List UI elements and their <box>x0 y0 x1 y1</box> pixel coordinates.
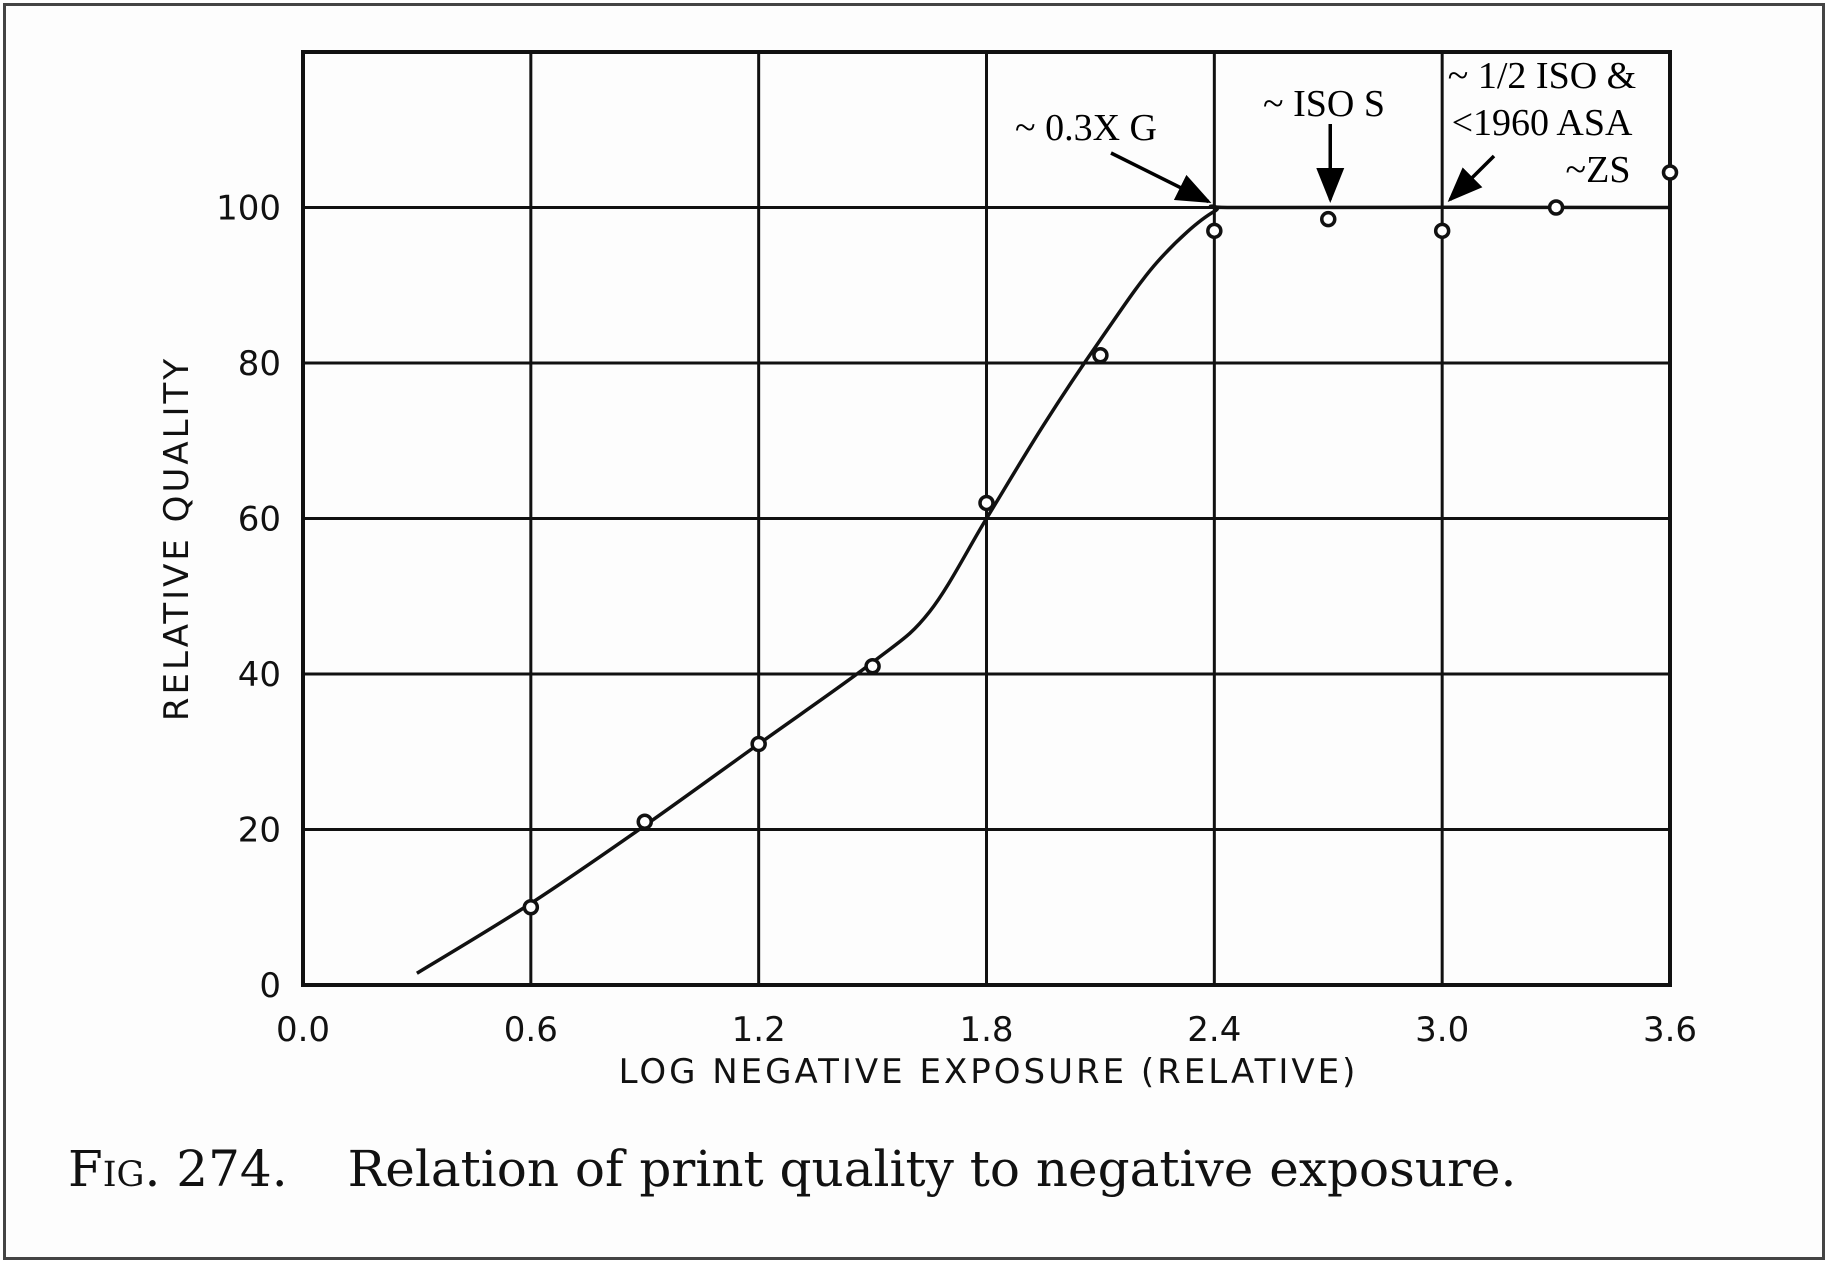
data-points <box>524 166 1676 914</box>
y-axis-title: RELATIVE QUALITY <box>157 356 197 721</box>
y-tick-label-4: 80 <box>238 344 281 384</box>
data-point-4 <box>980 496 993 509</box>
y-tick-label-1: 20 <box>238 811 281 851</box>
annotations: ~ 0.3X G ~ ISO S ~ 1/2 ISO & <1960 ASA ~ZS <box>1015 55 1636 202</box>
data-point-6 <box>1208 224 1221 237</box>
data-point-1 <box>638 815 651 828</box>
data-point-5 <box>1094 349 1107 362</box>
annotation-2-line-2: ~ZS <box>1566 149 1631 191</box>
x-tick-label-1: 0.6 <box>504 1010 558 1050</box>
data-point-10 <box>1664 166 1677 179</box>
data-point-2 <box>752 737 765 750</box>
data-point-7 <box>1322 213 1335 226</box>
x-tick-label-6: 3.6 <box>1643 1010 1697 1050</box>
annotation-arrow-0 <box>1111 153 1208 202</box>
annotation-0-line-0: ~ 0.3X G <box>1015 107 1157 149</box>
figure-label: Fig. 274. <box>68 1140 288 1198</box>
y-tick-labels: 0 20 40 60 80 100 <box>216 189 281 1007</box>
x-tick-labels: 0.0 0.6 1.2 1.8 2.4 3.0 3.6 <box>276 1010 1697 1050</box>
annotation-2-line-0: ~ 1/2 ISO & <box>1448 55 1636 97</box>
y-tick-label-2: 40 <box>238 655 281 695</box>
annotation-arrow-2 <box>1450 156 1494 200</box>
data-point-9 <box>1550 201 1563 214</box>
figure-caption: Fig. 274. Relation of print quality to ne… <box>68 1140 1788 1198</box>
y-tick-label-5: 100 <box>216 189 281 229</box>
data-point-0 <box>524 901 537 914</box>
caption-text: Relation of print quality to negative ex… <box>348 1140 1517 1198</box>
annotation-1-line-0: ~ ISO S <box>1263 83 1385 125</box>
data-point-3 <box>866 660 879 673</box>
x-axis-title: LOG NEGATIVE EXPOSURE (RELATIVE) <box>619 1052 1359 1092</box>
x-tick-label-2: 1.2 <box>732 1010 786 1050</box>
y-tick-label-0: 0 <box>259 966 281 1006</box>
annotation-2-line-1: <1960 ASA <box>1452 102 1633 144</box>
y-tick-label-3: 60 <box>238 500 281 540</box>
x-tick-label-5: 3.0 <box>1415 1010 1469 1050</box>
quality-curve <box>417 206 1670 973</box>
data-point-8 <box>1436 224 1449 237</box>
x-tick-label-3: 1.8 <box>959 1010 1013 1050</box>
x-tick-label-0: 0.0 <box>276 1010 330 1050</box>
x-tick-label-4: 2.4 <box>1187 1010 1241 1050</box>
